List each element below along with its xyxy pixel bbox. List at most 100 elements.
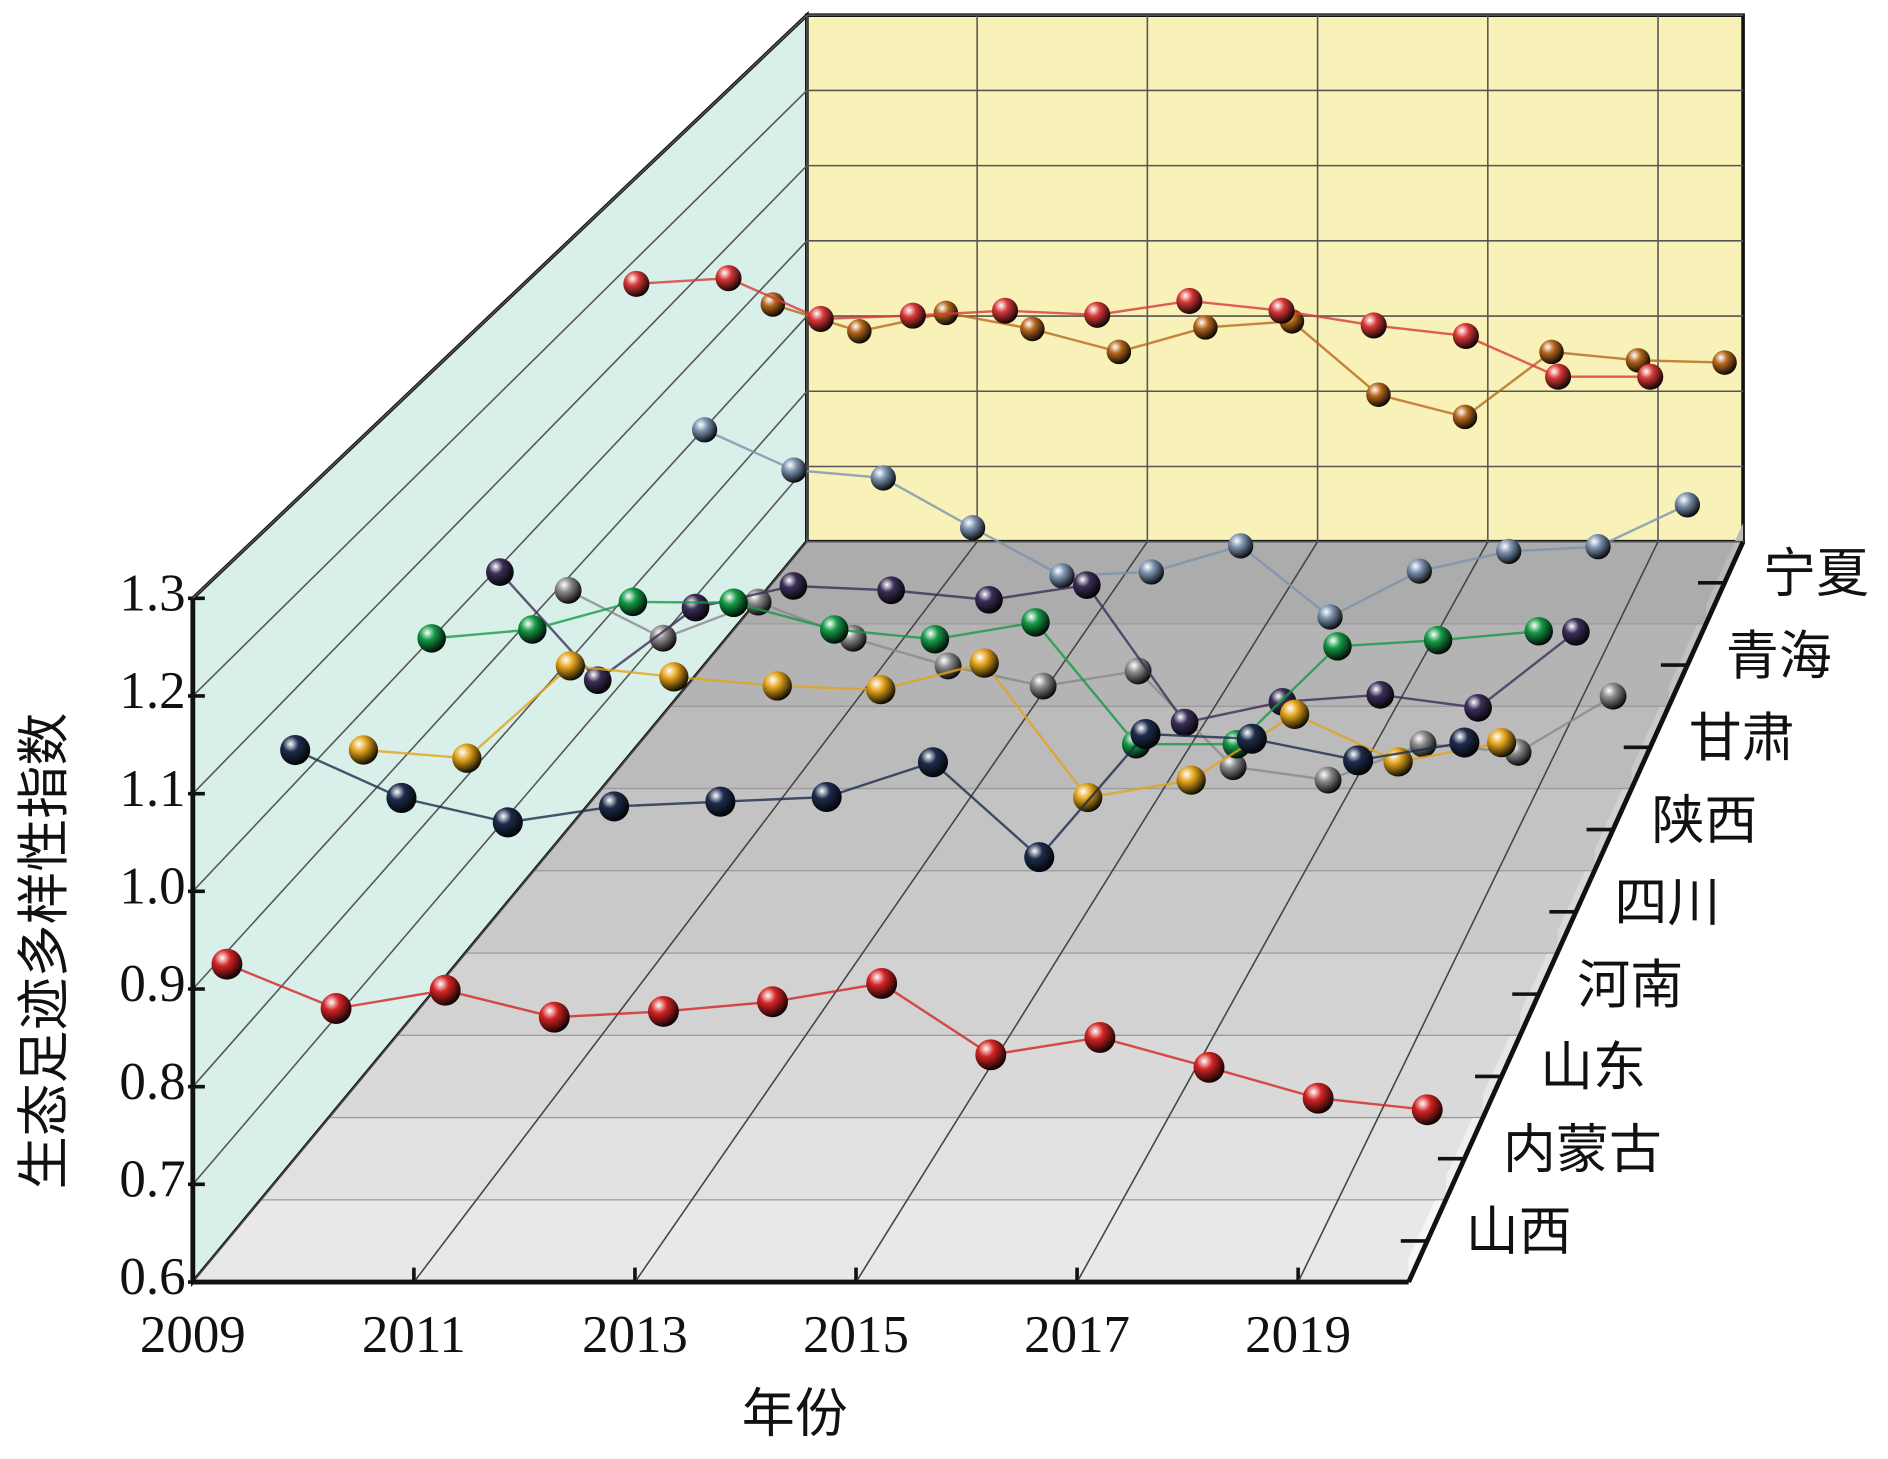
depth-label: 山西	[1466, 1202, 1572, 1263]
data-point	[1073, 782, 1103, 813]
data-point	[1020, 316, 1045, 342]
data-point	[280, 734, 311, 766]
data-point	[691, 417, 718, 443]
data-point	[959, 515, 986, 541]
y-tick-label: 1.3	[119, 564, 185, 622]
grid-line	[413, 541, 978, 1283]
floor-strip	[328, 1034, 1522, 1119]
data-point	[659, 662, 689, 692]
data-point	[1130, 719, 1161, 750]
data-point	[1674, 492, 1701, 518]
data-point	[647, 995, 679, 1027]
grid-line	[634, 541, 1149, 1283]
grid-line	[192, 89, 808, 697]
data-point	[715, 265, 742, 292]
floor-strip	[259, 1116, 1484, 1201]
data-point	[1637, 363, 1664, 390]
data-point	[1236, 723, 1267, 754]
data-point	[649, 624, 677, 652]
data-point	[1176, 287, 1203, 315]
data-point	[969, 648, 999, 678]
data-point	[1406, 558, 1432, 584]
data-point	[1449, 727, 1480, 758]
data-point	[623, 270, 650, 297]
y-tick-label: 1.1	[119, 760, 185, 818]
data-point	[866, 967, 898, 999]
depth-label: 宁夏	[1763, 543, 1869, 604]
labels: 年份 生态足迹多样性指数 0.6 0.7 0.8 0.9 1.0 1.1 1.2 1.3 200…	[14, 543, 1869, 1444]
data-point	[975, 585, 1003, 614]
data-point	[386, 782, 417, 813]
data-point	[1539, 339, 1564, 365]
data-point	[1599, 682, 1627, 710]
data-point	[1486, 727, 1517, 758]
data-point	[991, 297, 1019, 324]
floor-strip	[464, 870, 1596, 954]
grid-line	[192, 390, 808, 1088]
data-point	[492, 807, 523, 838]
x-tick-label: 2013	[582, 1306, 688, 1364]
data-point	[1366, 382, 1391, 407]
marks	[211, 265, 1737, 1126]
data-point	[1024, 842, 1055, 873]
data-point	[1302, 1082, 1334, 1114]
x-tick-label: 2011	[362, 1306, 466, 1364]
data-point	[811, 781, 842, 813]
grid-line	[192, 165, 808, 795]
data-point	[917, 747, 948, 778]
data-point	[554, 576, 582, 604]
depth-label: 山东	[1540, 1037, 1646, 1098]
data-point	[1314, 766, 1342, 794]
data-point	[1712, 350, 1737, 375]
data-point	[920, 624, 950, 654]
data-point	[1464, 694, 1492, 722]
data-point	[1029, 672, 1057, 700]
data-point	[975, 1039, 1007, 1071]
grid-line	[192, 14, 808, 599]
data-point	[538, 1001, 570, 1033]
x-tick-label: 2019	[1245, 1306, 1351, 1364]
data-point	[705, 786, 736, 817]
data-point	[877, 576, 906, 605]
data-point	[1228, 533, 1254, 559]
x-tick-label: 2017	[1024, 1306, 1130, 1364]
data-point	[847, 319, 872, 344]
series-line	[226, 963, 1428, 1111]
y-tick-label: 0.9	[119, 955, 185, 1013]
series-line	[636, 276, 1651, 378]
data-point	[555, 651, 586, 681]
data-point	[1084, 301, 1111, 328]
data-point	[1562, 617, 1590, 646]
data-point	[1193, 315, 1218, 340]
data-point	[599, 791, 630, 822]
data-point	[807, 305, 834, 332]
data-point	[1411, 1094, 1443, 1126]
depth-label: 甘肃	[1689, 708, 1795, 769]
data-point	[1049, 563, 1075, 589]
data-point	[1545, 363, 1572, 390]
data-point	[1360, 312, 1387, 339]
series-line	[431, 600, 1539, 746]
floor-strip	[396, 952, 1559, 1036]
series-line	[499, 571, 1577, 724]
x-tick-label: 2009	[140, 1306, 246, 1364]
data-point	[1193, 1051, 1225, 1083]
data-point	[1496, 538, 1522, 565]
data-point	[1524, 616, 1553, 646]
data-point	[1585, 533, 1611, 560]
grid-line	[1297, 541, 1659, 1283]
depth-label: 河南	[1577, 955, 1683, 1016]
data-point	[1452, 322, 1479, 350]
data-point	[1323, 632, 1352, 661]
y-tick-label: 1.2	[119, 662, 185, 720]
data-point	[583, 666, 612, 695]
data-point	[1072, 571, 1101, 599]
data-point	[1409, 730, 1437, 758]
data-point	[899, 302, 926, 329]
data-point	[719, 588, 748, 618]
data-point	[518, 615, 547, 644]
data-point	[1423, 625, 1453, 655]
data-point	[1084, 1021, 1116, 1053]
data-point	[1343, 745, 1374, 776]
data-point	[486, 558, 514, 586]
